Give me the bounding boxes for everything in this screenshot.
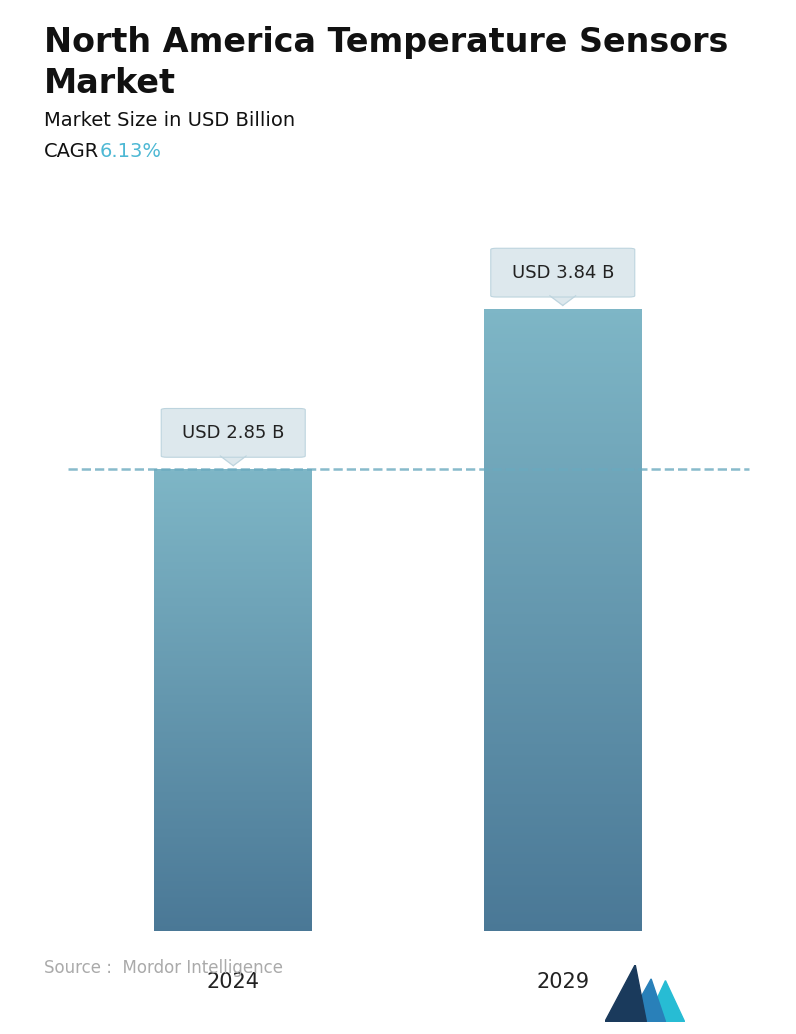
FancyBboxPatch shape [491, 248, 634, 297]
Polygon shape [627, 979, 665, 1022]
Text: Market: Market [44, 67, 176, 100]
Text: 2029: 2029 [537, 972, 589, 992]
Text: CAGR: CAGR [44, 142, 99, 160]
Text: USD 3.84 B: USD 3.84 B [512, 264, 614, 281]
Text: Market Size in USD Billion: Market Size in USD Billion [44, 111, 295, 129]
Text: 2024: 2024 [207, 972, 259, 992]
Text: Source :  Mordor Intelligence: Source : Mordor Intelligence [44, 960, 283, 977]
Polygon shape [646, 980, 685, 1022]
Text: North America Temperature Sensors: North America Temperature Sensors [44, 26, 728, 59]
FancyBboxPatch shape [162, 408, 305, 457]
Text: USD 2.85 B: USD 2.85 B [182, 424, 284, 442]
Polygon shape [550, 296, 576, 305]
Polygon shape [220, 456, 246, 465]
Polygon shape [605, 965, 646, 1022]
Text: 6.13%: 6.13% [100, 142, 162, 160]
